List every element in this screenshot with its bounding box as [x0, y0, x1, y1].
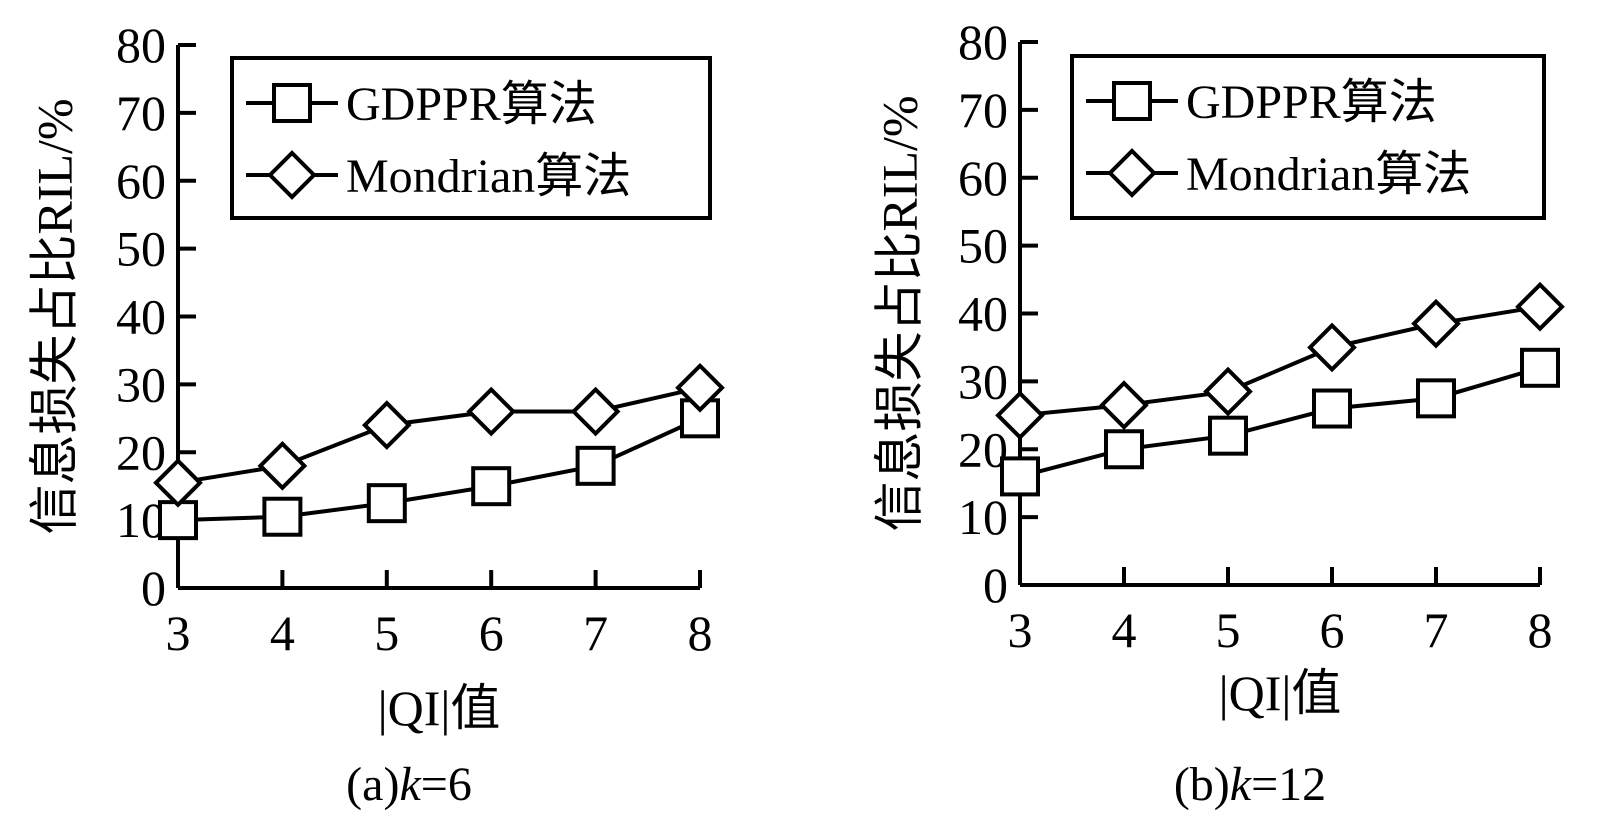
square-marker — [366, 483, 407, 524]
series-mondrian — [995, 281, 1565, 441]
x-tick-label: 4 — [270, 605, 295, 661]
x-tick-label: 6 — [479, 605, 504, 661]
caption-value: =12 — [1251, 758, 1326, 811]
diamond-marker — [675, 362, 725, 413]
legend-label: Mondrian算法 — [1186, 148, 1471, 201]
diamond-marker — [153, 457, 203, 508]
panel-caption: (a)k=6 — [346, 758, 472, 811]
legend-entry: Mondrian算法 — [1086, 148, 1471, 201]
y-tick-label: 40 — [116, 289, 166, 345]
y-tick-label: 20 — [958, 421, 1008, 477]
x-tick-label: 3 — [166, 605, 191, 661]
square-marker — [262, 496, 303, 537]
diamond-marker — [995, 390, 1045, 441]
y-tick-label: 60 — [116, 153, 166, 209]
x-tick-label: 8 — [1528, 602, 1553, 658]
diamond-marker — [1515, 281, 1565, 332]
square-marker — [1104, 429, 1144, 470]
caption-variable: k — [1230, 758, 1253, 811]
caption-value: =6 — [421, 758, 472, 811]
diamond-marker — [1307, 322, 1357, 373]
x-axis-title: |QI|值 — [378, 680, 501, 736]
square-marker — [1416, 378, 1456, 419]
x-tick-label: 3 — [1008, 602, 1033, 658]
caption-prefix: (b) — [1174, 758, 1230, 811]
y-tick-label: 30 — [958, 353, 1008, 409]
legend-marker — [1112, 81, 1152, 121]
caption-prefix: (a) — [346, 758, 399, 811]
series-mondrian — [153, 362, 725, 508]
square-marker — [1208, 415, 1248, 456]
x-tick-label: 4 — [1112, 602, 1137, 658]
series-line — [177, 385, 701, 485]
y-tick-label: 70 — [958, 82, 1008, 138]
y-axis-title: 信息损失占比RIL/% — [871, 95, 927, 531]
diamond-marker — [570, 386, 621, 437]
legend-box — [230, 56, 712, 220]
panel-caption: (b)k=12 — [1174, 758, 1326, 811]
legend: GDPPR算法 Mondrian算法 — [1070, 54, 1546, 220]
series-gdppr — [1000, 347, 1560, 497]
y-tick-label: 0 — [983, 557, 1008, 613]
chart-panel-1: 0 10 20 30 40 50 60 70 80 3 4 5 6 7 8 |QI|值 信息损失占比RIL/% (… — [26, 17, 725, 811]
x-tick-label: 7 — [1424, 602, 1449, 658]
legend-marker — [1107, 148, 1157, 198]
x-tick-label: 5 — [374, 605, 399, 661]
x-tick-label: 5 — [1216, 602, 1241, 658]
y-tick-label: 50 — [116, 221, 166, 277]
series-line — [1019, 304, 1541, 418]
square-marker — [1520, 347, 1560, 388]
diamond-marker — [1099, 380, 1149, 430]
square-marker — [1312, 388, 1352, 429]
diamond-marker — [361, 400, 412, 450]
diamond-marker — [1411, 298, 1461, 349]
y-tick-label: 20 — [116, 424, 166, 480]
legend-marker — [272, 83, 312, 123]
series-line — [1019, 365, 1541, 479]
y-tick-label: 70 — [116, 85, 166, 141]
y-tick-label: 10 — [958, 489, 1008, 545]
square-marker — [575, 445, 616, 486]
legend-marker — [267, 150, 317, 200]
legend: GDPPR算法 Mondrian算法 — [230, 56, 712, 220]
series-gdppr — [158, 398, 720, 541]
x-tick-label: 8 — [688, 605, 713, 661]
square-marker — [1000, 456, 1040, 497]
legend-entry: GDPPR算法 — [246, 78, 597, 131]
y-tick-label: 10 — [116, 492, 166, 548]
y-axis-title: 信息损失占比RIL/% — [26, 98, 82, 534]
y-tick-label: 0 — [141, 560, 166, 616]
x-tick-label: 7 — [583, 605, 608, 661]
y-tick-label: 60 — [958, 150, 1008, 206]
chart-panel-2: 0 10 20 30 40 50 60 70 80 3 4 5 6 7 8 |QI|值 信息损失占比RIL/% (… — [871, 14, 1565, 811]
y-tick-label: 80 — [116, 17, 166, 73]
square-marker — [471, 466, 512, 507]
legend-label: Mondrian算法 — [346, 150, 631, 203]
y-tick-label: 30 — [116, 356, 166, 412]
legend-label: GDPPR算法 — [1186, 76, 1437, 129]
x-tick-label: 6 — [1320, 602, 1345, 658]
y-tick-label: 40 — [958, 286, 1008, 342]
y-tick-label: 50 — [958, 218, 1008, 274]
diamond-marker — [466, 386, 517, 437]
legend-entry: Mondrian算法 — [246, 150, 631, 203]
legend-entry: GDPPR算法 — [1086, 76, 1437, 129]
diamond-marker — [1203, 366, 1253, 417]
legend-label: GDPPR算法 — [346, 78, 597, 131]
diamond-marker — [257, 440, 308, 491]
y-tick-label: 80 — [958, 14, 1008, 70]
caption-variable: k — [399, 758, 422, 811]
x-axis-title: |QI|值 — [1219, 665, 1342, 721]
